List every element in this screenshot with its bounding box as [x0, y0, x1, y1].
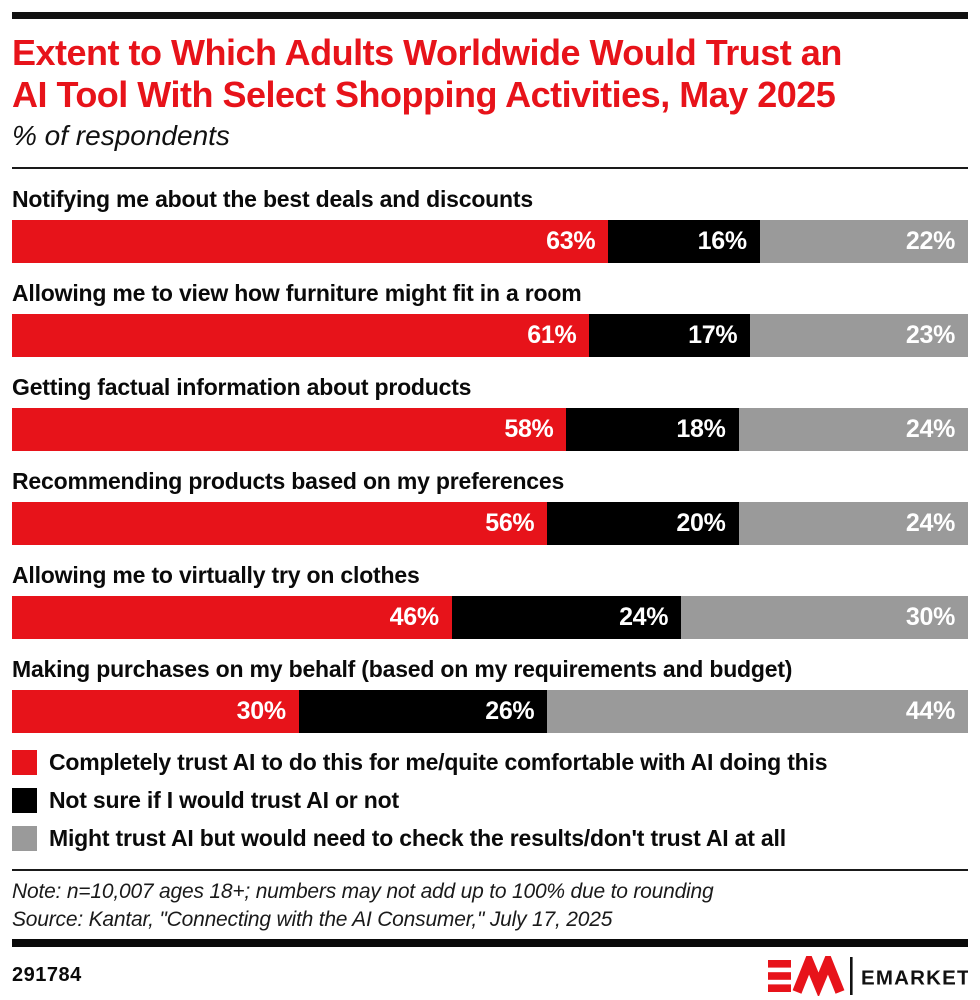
- emarketer-logo: EMARKETER: [768, 955, 968, 996]
- segment-value-label: 61%: [527, 321, 577, 350]
- bar-row: Recommending products based on my prefer…: [12, 468, 968, 546]
- bar-row: Getting factual information about produc…: [12, 374, 968, 452]
- segment-value-label: 56%: [485, 509, 535, 538]
- legend-item: Not sure if I would trust AI or not: [12, 787, 968, 814]
- emarketer-logo-graphic: EMARKETER: [768, 955, 968, 996]
- segment-value-label: 17%: [688, 321, 738, 350]
- logo-divider: [850, 956, 853, 995]
- row-label: Getting factual information about produc…: [12, 374, 472, 401]
- segment-value-label: 30%: [905, 603, 955, 632]
- bar-segment: 22%: [759, 220, 968, 264]
- segment-value-label: 24%: [619, 603, 669, 632]
- bar-segment: 58%: [12, 408, 567, 452]
- legend: Completely trust AI to do this for me/qu…: [12, 749, 968, 852]
- bar: 46% 24% 30%: [12, 596, 968, 640]
- legend-swatch-icon: [12, 788, 37, 814]
- bar-segment: 30%: [681, 596, 968, 640]
- bar-row: Making purchases on my behalf (based on …: [12, 656, 968, 734]
- bar-segment: 18%: [566, 408, 739, 452]
- bar-segment: 61%: [12, 314, 590, 358]
- legend-label: Might trust AI but would need to check t…: [49, 825, 786, 852]
- em-monogram-icon: [768, 955, 845, 996]
- notes-divider: [12, 869, 968, 872]
- top-divider: [12, 12, 968, 19]
- segment-value-label: 24%: [905, 415, 955, 444]
- chart-title: Extent to Which Adults Worldwide Would T…: [12, 32, 842, 116]
- bar: 30% 26% 44%: [12, 690, 968, 734]
- bar: 63% 16% 22%: [12, 220, 968, 264]
- bar-segment: 24%: [738, 502, 968, 546]
- chart-page: Extent to Which Adults Worldwide Would T…: [0, 12, 980, 996]
- legend-label: Not sure if I would trust AI or not: [49, 787, 399, 814]
- bar-segment: 56%: [12, 502, 548, 546]
- logo-wordmark: EMARKETER: [861, 966, 968, 989]
- segment-value-label: 30%: [236, 697, 286, 726]
- bar-segment: 46%: [12, 596, 452, 640]
- segment-value-label: 63%: [546, 227, 596, 256]
- segment-value-label: 20%: [676, 509, 726, 538]
- row-label: Allowing me to virtually try on clothes: [12, 562, 420, 589]
- chart-subtitle: % of respondents: [12, 120, 230, 152]
- bar-segment: 17%: [589, 314, 751, 358]
- bar-segment: 24%: [451, 596, 682, 640]
- row-label: Notifying me about the best deals and di…: [12, 186, 533, 213]
- segment-value-label: 46%: [389, 603, 439, 632]
- bar-row: Allowing me to view how furniture might …: [12, 280, 968, 358]
- bar-segment: 24%: [738, 408, 968, 452]
- notes-block: Note: n=10,007 ages 18+; numbers may not…: [12, 878, 968, 933]
- segment-value-label: 24%: [905, 509, 955, 538]
- bar-row: Allowing me to virtually try on clothes …: [12, 562, 968, 640]
- bar-row: Notifying me about the best deals and di…: [12, 186, 968, 264]
- bar: 61% 17% 23%: [12, 314, 968, 358]
- legend-item: Might trust AI but would need to check t…: [12, 825, 968, 852]
- note-text: Note: n=10,007 ages 18+; numbers may not…: [12, 880, 714, 904]
- chart-id: 291784: [12, 964, 82, 987]
- footer: 291784 EMARKETER: [12, 955, 968, 996]
- bar-segment: 30%: [12, 690, 299, 734]
- bar-rows: Notifying me about the best deals and di…: [12, 186, 968, 734]
- bottom-divider: [12, 938, 968, 947]
- segment-value-label: 23%: [905, 321, 955, 350]
- row-label: Making purchases on my behalf (based on …: [12, 656, 793, 683]
- bar-segment: 16%: [608, 220, 760, 264]
- segment-value-label: 22%: [905, 227, 955, 256]
- source-text: Source: Kantar, "Connecting with the AI …: [12, 907, 613, 931]
- segment-value-label: 16%: [697, 227, 747, 256]
- row-label: Allowing me to view how furniture might …: [12, 280, 582, 307]
- bar: 58% 18% 24%: [12, 408, 968, 452]
- legend-item: Completely trust AI to do this for me/qu…: [12, 749, 968, 776]
- bar-segment: 26%: [298, 690, 548, 734]
- legend-swatch-icon: [12, 750, 37, 776]
- bar-segment: 63%: [12, 220, 609, 264]
- bar-segment: 20%: [547, 502, 739, 546]
- segment-value-label: 44%: [905, 697, 955, 726]
- row-label: Recommending products based on my prefer…: [12, 468, 565, 495]
- bar: 56% 20% 24%: [12, 502, 968, 546]
- header-divider: [12, 167, 968, 170]
- segment-value-label: 18%: [676, 415, 726, 444]
- segment-value-label: 58%: [504, 415, 554, 444]
- bar-segment: 23%: [750, 314, 968, 358]
- legend-label: Completely trust AI to do this for me/qu…: [49, 749, 828, 776]
- segment-value-label: 26%: [485, 697, 535, 726]
- bar-segment: 44%: [547, 690, 968, 734]
- legend-swatch-icon: [12, 826, 37, 852]
